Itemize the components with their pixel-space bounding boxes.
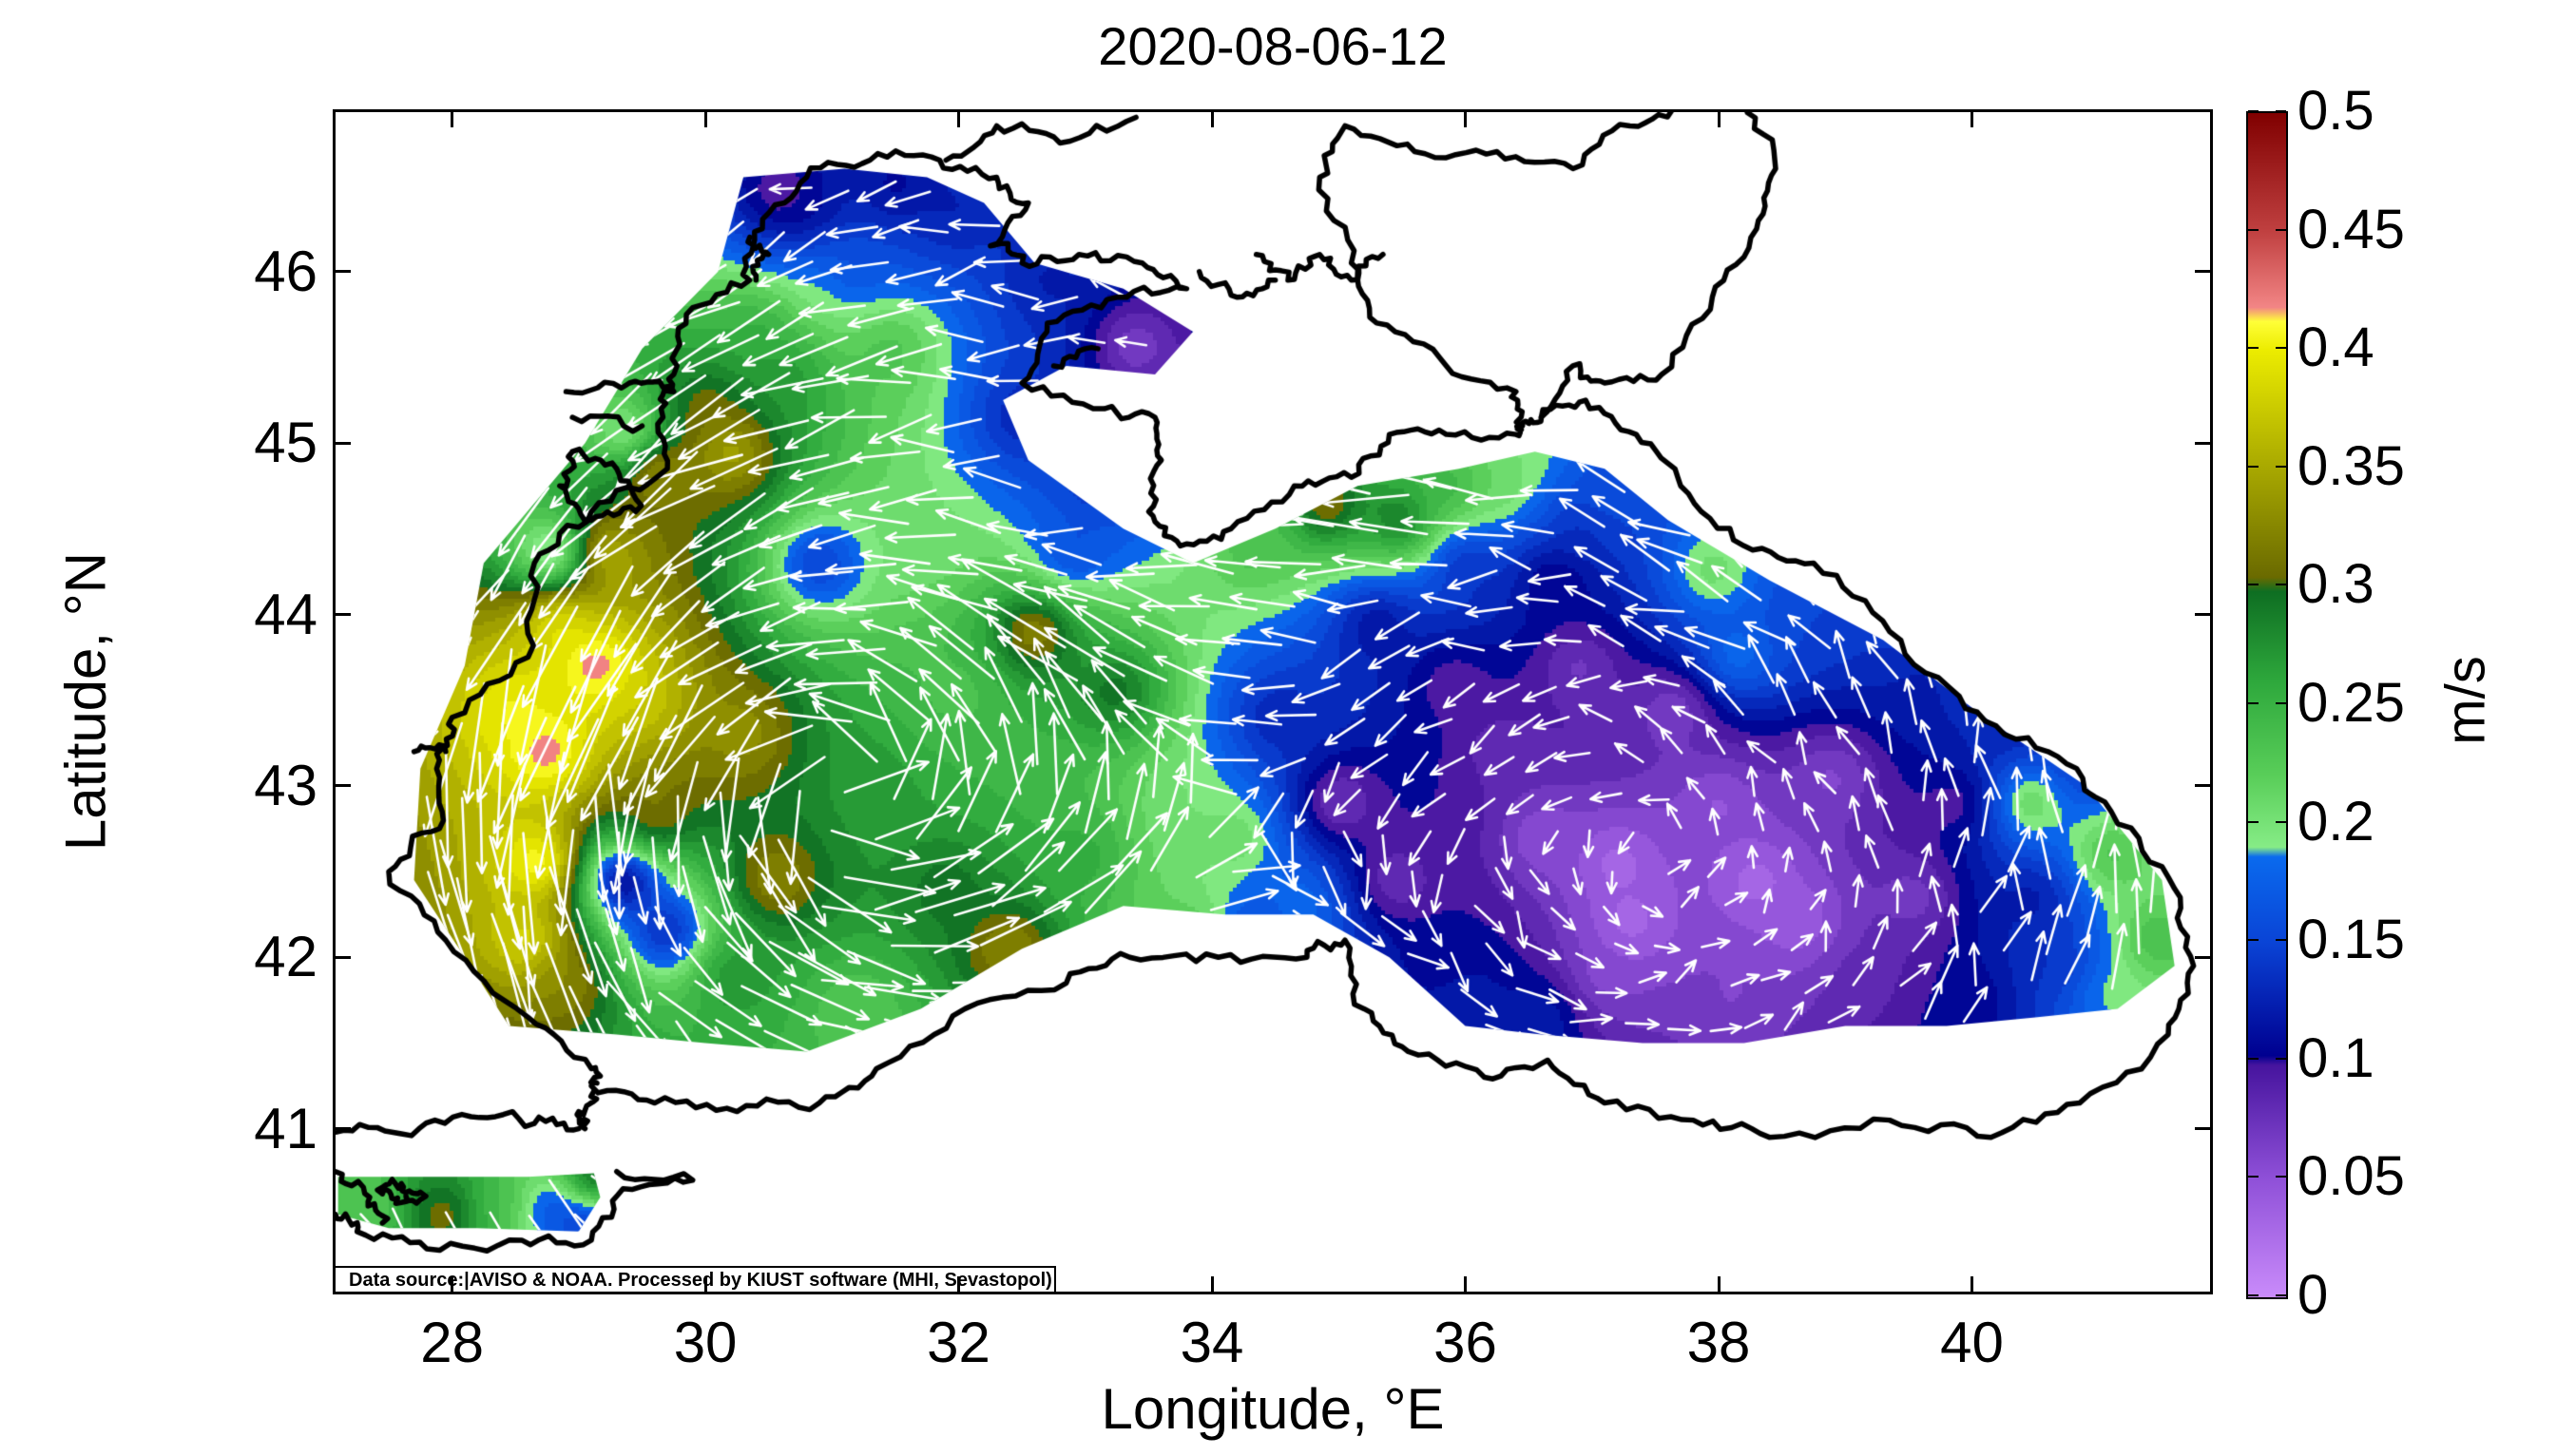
y-tick-mark — [2195, 784, 2210, 788]
x-tick-label: 38 — [1686, 1311, 1751, 1374]
colorbar-tick-mark — [2248, 702, 2259, 704]
x-tick-mark — [1210, 1276, 1214, 1292]
x-tick-label: 40 — [1940, 1311, 2004, 1374]
colorbar-tick-mark — [2248, 939, 2259, 942]
y-tick-mark — [2195, 955, 2210, 959]
colorbar-tick-mark — [2276, 702, 2286, 704]
colorbar-tick-mark — [2276, 110, 2286, 112]
x-tick-label: 32 — [927, 1311, 990, 1374]
colorbar-tick-label: 0.3 — [2297, 553, 2374, 616]
colorbar-tick-mark — [2248, 820, 2259, 823]
y-tick-label: 41 — [254, 1096, 317, 1160]
x-tick-label: 34 — [1180, 1311, 1244, 1374]
x-tick-label: 36 — [1433, 1311, 1497, 1374]
colorbar-tick-mark — [2248, 347, 2259, 350]
colorbar-gradient — [2248, 113, 2286, 1297]
x-tick-mark — [451, 112, 454, 127]
x-tick-mark — [703, 112, 707, 127]
y-tick-mark — [336, 1127, 351, 1131]
x-tick-mark — [957, 1276, 961, 1292]
colorbar-tick-label: 0.1 — [2297, 1026, 2374, 1089]
y-tick-mark — [2195, 441, 2210, 445]
y-tick-mark — [2195, 1127, 2210, 1131]
colorbar-tick-mark — [2276, 584, 2286, 586]
colorbar-tick-mark — [2276, 1294, 2286, 1296]
x-tick-mark — [1971, 112, 1973, 127]
x-tick-mark — [1717, 112, 1721, 127]
colorbar-tick-mark — [2248, 1294, 2259, 1296]
y-tick-label: 44 — [254, 582, 317, 646]
y-tick-mark — [2195, 613, 2210, 616]
source-note-text: Data source:|AVISO & NOAA. Processed by … — [349, 1270, 1052, 1291]
x-axis-label: Longitude, °E — [1101, 1377, 1445, 1441]
colorbar-tick-label: 0.2 — [2297, 790, 2374, 853]
colorbar-tick-mark — [2276, 1057, 2286, 1060]
colorbar-tick-mark — [2276, 939, 2286, 942]
x-tick-mark — [1971, 1276, 1973, 1292]
figure-title: 2020-08-06-12 — [1098, 16, 1448, 76]
colorbar-tick-mark — [2248, 465, 2259, 468]
colorbar-tick-mark — [2276, 347, 2286, 350]
map-plot-frame: Data source:|AVISO & NOAA. Processed by … — [333, 109, 2213, 1294]
y-tick-mark — [336, 441, 351, 445]
colorbar — [2246, 111, 2288, 1299]
colorbar-tick-mark — [2248, 1057, 2259, 1060]
y-tick-mark — [2195, 270, 2210, 274]
y-tick-label: 46 — [254, 239, 317, 303]
colorbar-tick-mark — [2276, 1176, 2286, 1178]
x-tick-label: 30 — [673, 1311, 738, 1374]
black-sea-current-map — [336, 112, 2210, 1292]
colorbar-tick-label: 0.25 — [2297, 672, 2405, 734]
x-tick-mark — [957, 112, 961, 127]
x-tick-mark — [1717, 1276, 1721, 1292]
y-tick-mark — [336, 955, 351, 959]
colorbar-tick-label: 0.5 — [2297, 80, 2374, 142]
y-tick-mark — [336, 784, 351, 788]
colorbar-tick-mark — [2248, 584, 2259, 586]
x-tick-mark — [1464, 112, 1468, 127]
colorbar-tick-mark — [2276, 228, 2286, 231]
y-tick-label: 42 — [254, 925, 317, 989]
colorbar-tick-mark — [2248, 1176, 2259, 1178]
y-tick-label: 43 — [254, 753, 317, 817]
x-tick-label: 28 — [420, 1311, 484, 1374]
colorbar-tick-label: 0 — [2297, 1264, 2329, 1326]
x-tick-mark — [451, 1276, 454, 1292]
x-tick-mark — [1210, 112, 1214, 127]
colorbar-tick-mark — [2248, 228, 2259, 231]
y-tick-label: 45 — [254, 411, 317, 475]
colorbar-tick-label: 0.4 — [2297, 316, 2374, 379]
source-note-box: Data source:|AVISO & NOAA. Processed by … — [336, 1266, 1056, 1292]
y-tick-mark — [336, 270, 351, 274]
colorbar-tick-label: 0.05 — [2297, 1145, 2405, 1208]
colorbar-tick-label: 0.45 — [2297, 198, 2405, 260]
colorbar-tick-label: 0.15 — [2297, 909, 2405, 971]
y-tick-mark — [336, 613, 351, 616]
colorbar-tick-label: 0.35 — [2297, 434, 2405, 497]
colorbar-tick-mark — [2276, 465, 2286, 468]
x-tick-mark — [1464, 1276, 1468, 1292]
colorbar-tick-mark — [2276, 820, 2286, 823]
colorbar-tick-mark — [2248, 110, 2259, 112]
x-tick-mark — [703, 1276, 707, 1292]
